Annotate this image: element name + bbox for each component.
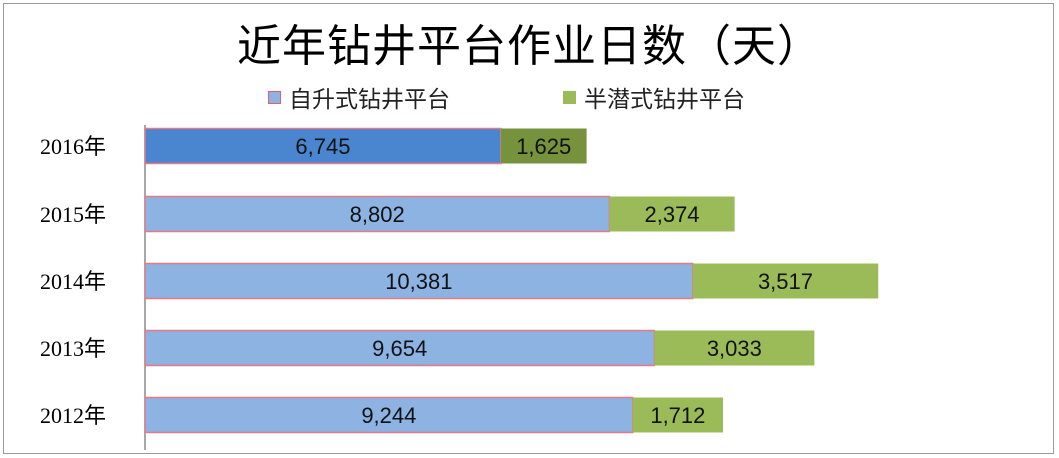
bar-jackup	[144, 195, 611, 233]
bar-jackup	[144, 127, 502, 165]
category-label: 2013年	[40, 336, 106, 361]
legend-label-semisub: 半潜式钻井平台	[584, 87, 745, 113]
bar-semisub	[500, 128, 587, 164]
legend: 自升式钻井平台 半潜式钻井平台	[0, 80, 1059, 114]
data-label-semisub: 3,033	[707, 336, 762, 361]
bar-semisub	[632, 397, 724, 433]
bar-jackup	[144, 262, 694, 300]
legend-label-jackup: 自升式钻井平台	[289, 87, 450, 113]
data-label-semisub: 1,625	[516, 134, 571, 159]
legend-swatch-semisub	[563, 90, 576, 104]
data-label-semisub: 2,374	[644, 202, 699, 227]
category-label: 2015年	[40, 202, 106, 227]
category-label: 2016年	[40, 134, 106, 159]
bar-jackup	[144, 396, 634, 434]
bar-semisub	[609, 196, 735, 232]
bar-semisub	[692, 263, 879, 299]
data-label-jackup: 9,244	[361, 403, 416, 428]
data-label-jackup: 6,745	[295, 134, 350, 159]
legend-item-jackup: 自升式钻井平台	[268, 80, 450, 114]
chart-title: 近年钻井平台作业日数（天）	[237, 21, 822, 72]
data-label-jackup: 8,802	[350, 202, 405, 227]
legend-item-semisub: 半潜式钻井平台	[563, 80, 745, 114]
data-label-jackup: 9,654	[372, 336, 427, 361]
legend-swatch-jackup	[268, 90, 281, 104]
bar-jackup	[144, 329, 656, 367]
category-label: 2012年	[40, 403, 106, 428]
data-label-semisub: 3,517	[758, 269, 813, 294]
data-label-jackup: 10,381	[385, 269, 452, 294]
category-label: 2014年	[40, 269, 106, 294]
data-label-semisub: 1,712	[650, 403, 705, 428]
bar-semisub	[654, 330, 815, 366]
